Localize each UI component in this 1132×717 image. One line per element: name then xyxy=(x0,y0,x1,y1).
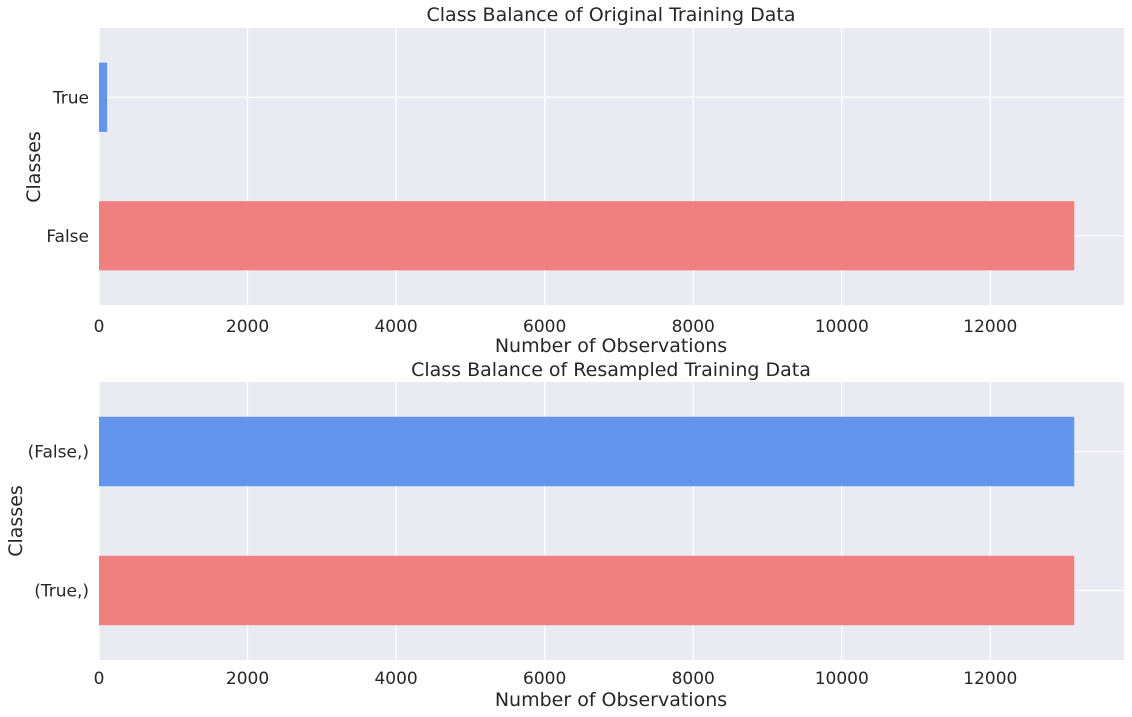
y-tick-label: True xyxy=(52,88,89,108)
bar-false xyxy=(99,201,1075,271)
x-tick-label: 8000 xyxy=(672,669,715,689)
x-tick-label: 10000 xyxy=(815,317,869,337)
x-tick-label: 12000 xyxy=(963,317,1017,337)
x-tick-label: 8000 xyxy=(672,317,715,337)
bars xyxy=(99,62,1075,271)
x-tick-label: 12000 xyxy=(963,669,1017,689)
y-tick-label: False xyxy=(46,227,89,247)
x-tick-label: 6000 xyxy=(523,317,566,337)
y-ticks: True False xyxy=(46,88,89,247)
x-tick-label: 6000 xyxy=(523,669,566,689)
y-axis-label: Classes xyxy=(5,485,27,557)
chart-title: Class Balance of Resampled Training Data xyxy=(411,359,811,381)
x-tick-label: 0 xyxy=(94,317,105,337)
y-ticks: (False,) (True,) xyxy=(28,443,89,602)
y-axis-label: Classes xyxy=(23,131,45,203)
x-axis-label: Number of Observations xyxy=(495,689,727,711)
x-tick-label: 4000 xyxy=(374,669,417,689)
bar-true xyxy=(99,555,1075,626)
x-tick-label: 4000 xyxy=(374,317,417,337)
x-tick-label: 2000 xyxy=(226,317,269,337)
y-tick-label: (False,) xyxy=(28,443,89,463)
bar-true xyxy=(99,62,108,132)
x-tick-label: 2000 xyxy=(226,669,269,689)
chart-title: Class Balance of Original Training Data xyxy=(427,4,796,26)
x-ticks: 0 2000 4000 6000 8000 10000 12000 xyxy=(94,669,1018,689)
x-tick-label: 0 xyxy=(94,669,105,689)
x-axis-label: Number of Observations xyxy=(495,335,727,357)
x-tick-label: 10000 xyxy=(815,669,869,689)
bars xyxy=(99,416,1075,626)
chart-original: True False 0 2000 4000 6000 8000 10000 12000 Cl… xyxy=(23,4,1124,357)
bar-false xyxy=(99,416,1075,487)
x-ticks: 0 2000 4000 6000 8000 10000 12000 xyxy=(94,317,1018,337)
chart-resampled: (False,) (True,) 0 2000 4000 6000 8000 10000 12… xyxy=(5,359,1124,711)
y-tick-label: (True,) xyxy=(34,582,89,602)
